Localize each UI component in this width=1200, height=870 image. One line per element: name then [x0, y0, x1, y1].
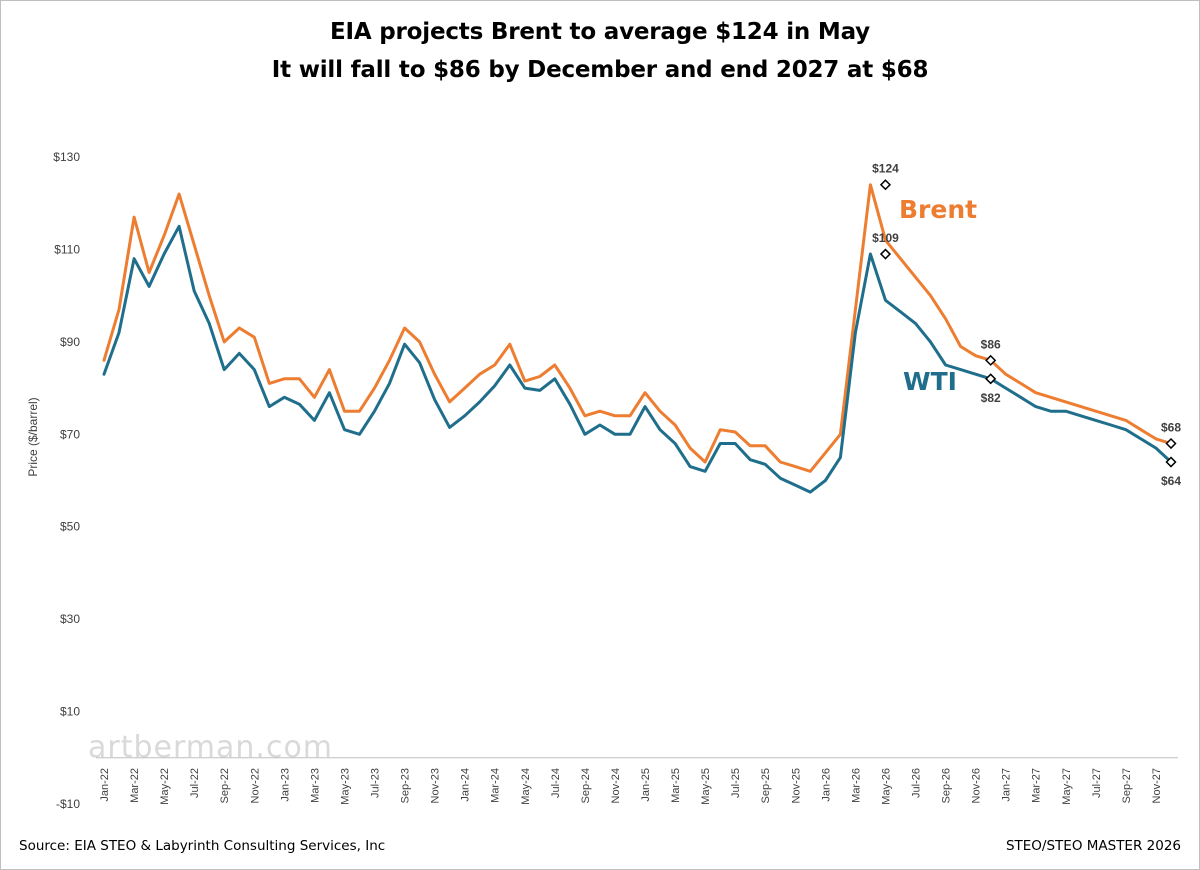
x-tick-label: Nov-23: [430, 768, 442, 803]
x-tick-label: Sep-25: [760, 768, 772, 803]
x-tick-label: Jan-25: [640, 768, 652, 802]
data-label-wti-may-26: $109: [872, 231, 899, 245]
data-label-brent-dec-27: $68: [1161, 421, 1181, 435]
x-tick-label: Nov-22: [249, 768, 261, 803]
x-tick-label: May-24: [520, 768, 532, 805]
marker-wti-dec-26: [985, 373, 997, 385]
x-tick-label: Jan-23: [279, 768, 291, 802]
x-tick-label: May-26: [880, 768, 892, 805]
x-tick-label: May-22: [159, 768, 171, 805]
y-tick-label: $110: [54, 242, 80, 256]
annotation-markers: $124 $109 $86 $82 $68 $64: [872, 162, 1181, 488]
y-tick-label: $50: [60, 520, 80, 534]
y-tick-label: $10: [60, 705, 80, 719]
x-tick-label: Jul-26: [911, 768, 923, 798]
data-label-wti-dec-27: $64: [1161, 474, 1181, 488]
y-axis-label: Price ($/barrel): [26, 397, 40, 476]
x-tick-label: Nov-25: [790, 768, 802, 803]
series-line-wti: [102, 224, 1173, 494]
marker-wti-dec-27: [1165, 456, 1177, 468]
marker-brent-dec-27: [1165, 437, 1177, 450]
x-tick-label: Jul-22: [189, 768, 201, 798]
y-tick-label: $30: [60, 612, 80, 626]
x-tick-label: Jan-26: [820, 768, 832, 802]
x-tick-label: Sep-26: [941, 768, 953, 803]
x-tick-label: Nov-24: [610, 768, 622, 803]
x-tick-label: Mar-24: [490, 768, 502, 803]
chart-title-line-1: EIA projects Brent to average $124 in Ma…: [330, 19, 870, 45]
y-tick-label: -$10: [56, 797, 80, 811]
x-tick-label: Sep-24: [580, 768, 592, 803]
y-tick-label: $90: [60, 335, 80, 349]
watermark: artberman.com: [88, 730, 333, 765]
data-label-wti-dec-26: $82: [981, 391, 1001, 405]
x-tick-label: Mar-27: [1031, 768, 1043, 803]
x-tick-label: Mar-23: [309, 768, 321, 803]
source-note: Source: EIA STEO & Labyrinth Consulting …: [19, 838, 386, 854]
x-tick-label: Jul-25: [730, 768, 742, 798]
x-tick-label: Mar-22: [129, 768, 141, 803]
y-tick-label: $70: [60, 427, 80, 441]
series-lines: Brent WTI: [102, 183, 1173, 494]
y-axis: -$10 $10 $30 $50 $70 $90 $110 $130: [53, 150, 80, 811]
x-tick-label: Nov-27: [1151, 768, 1163, 803]
series-line-brent: [102, 183, 1173, 473]
x-tick-label: Jul-27: [1091, 768, 1103, 798]
x-tick-label: Jan-22: [99, 768, 111, 802]
x-tick-label: Jan-24: [460, 768, 472, 802]
x-tick-label: Jul-23: [370, 768, 382, 798]
x-tick-label: Sep-23: [400, 768, 412, 803]
series-label-wti: WTI: [903, 367, 957, 396]
x-tick-label: Jul-24: [550, 768, 562, 798]
x-tick-label: May-27: [1061, 768, 1073, 805]
x-tick-label: May-25: [700, 768, 712, 805]
marker-brent-dec-26: [985, 354, 997, 366]
chart-title-line-2: It will fall to $86 by December and end …: [271, 57, 929, 83]
x-tick-label: Jan-27: [1001, 768, 1013, 802]
x-tick-label: Nov-26: [971, 768, 983, 803]
series-label-brent: Brent: [899, 195, 977, 224]
x-tick-label: Mar-25: [670, 768, 682, 803]
data-label-brent-may-26: $124: [872, 162, 899, 176]
x-tick-label: Sep-27: [1121, 768, 1133, 803]
x-tick-label: May-23: [339, 768, 351, 805]
credit-note: STEO/STEO MASTER 2026: [1005, 838, 1181, 854]
y-tick-label: $130: [53, 150, 80, 164]
x-tick-label: Sep-22: [219, 768, 231, 803]
marker-brent-may-26: [879, 179, 892, 191]
x-axis: Jan-22 Mar-22 May-22 Jul-22 Sep-22 Nov-22 Jan-…: [96, 757, 1178, 805]
x-tick-label: Mar-26: [850, 768, 862, 803]
marker-wti-may-26: [879, 248, 892, 260]
data-label-brent-dec-26: $86: [981, 337, 1001, 351]
